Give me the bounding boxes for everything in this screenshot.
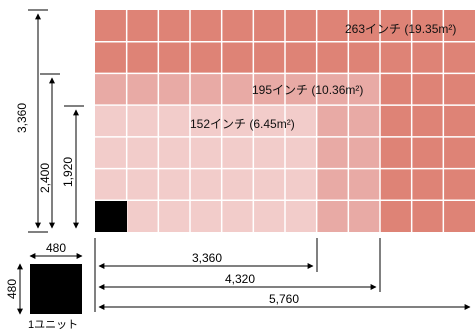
horizontal-dimension-4320: 4,320	[98, 272, 377, 290]
unit-highlight	[95, 201, 127, 232]
unit-height-label: 480	[5, 279, 19, 299]
horizontal-dimension-lines	[94, 238, 381, 312]
unit-width-label: 480	[46, 241, 66, 255]
horizontal-dim-label-3360: 3,360	[192, 251, 222, 265]
horizontal-dim-label-5760: 5,760	[269, 292, 299, 306]
vertical-dimension-3360: 3,360	[15, 9, 48, 233]
area-label-195: 195インチ (10.36m²)	[252, 83, 363, 97]
unit-caption: 1ユニット	[28, 319, 79, 331]
horizontal-dimension-5760: 5,760	[98, 292, 471, 310]
area-label-152: 152インチ (6.45m²)	[190, 117, 295, 131]
vertical-dim-label-1920: 1,920	[61, 157, 75, 187]
unit-legend: 480 480	[5, 241, 83, 315]
unit-grid	[95, 10, 475, 232]
horizontal-dimension-3360: 3,360	[98, 251, 314, 269]
vertical-dimension-1920: 1,920	[61, 105, 84, 229]
vertical-dimension-2400: 2,400	[38, 73, 60, 229]
vertical-dim-label-3360: 3,360	[15, 103, 29, 133]
vertical-dim-label-2400: 2,400	[38, 163, 52, 193]
unit-swatch	[30, 264, 82, 314]
area-label-263: 263インチ (19.35m²)	[345, 22, 456, 36]
horizontal-dim-label-4320: 4,320	[225, 272, 255, 286]
